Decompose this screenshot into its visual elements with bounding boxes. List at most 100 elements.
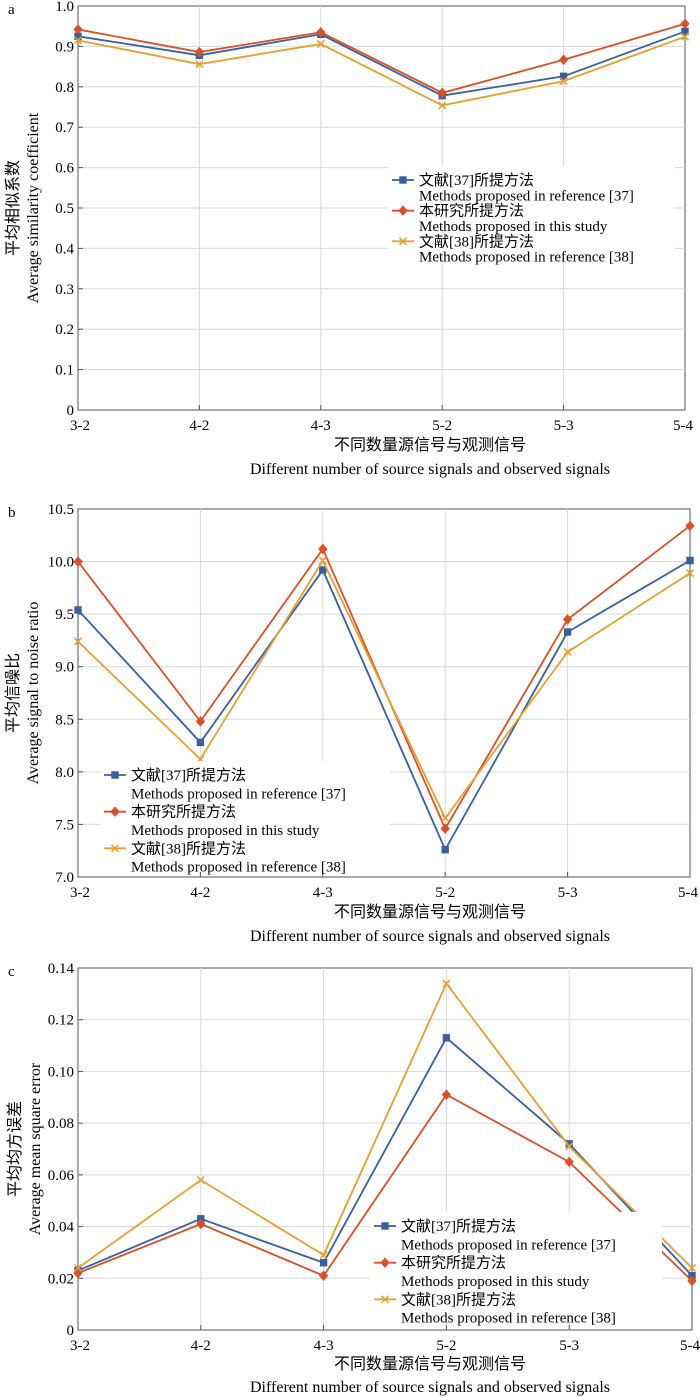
legend-box: [370, 1212, 662, 1322]
data-point: [680, 32, 690, 41]
data-point: [319, 1259, 328, 1267]
data-point: [441, 1089, 452, 1100]
data-point: [563, 647, 572, 657]
data-point: [558, 54, 569, 65]
y-tick-label: 0.9: [55, 39, 74, 55]
y-tick-label: 0.3: [55, 282, 74, 298]
series-line: [77, 559, 691, 852]
legend-label-cn: 文献[37]所提方法: [401, 1218, 516, 1235]
y-axis-title-en: Average similarity coefficient: [25, 112, 42, 303]
data-point: [318, 1270, 329, 1281]
y-axis-title-cn: 平均信噪比: [4, 653, 22, 733]
data-point: [686, 556, 694, 565]
data-point: [685, 569, 695, 578]
data-point: [438, 101, 447, 110]
data-point: [687, 1275, 697, 1287]
y-tick-label: 9.0: [55, 660, 74, 676]
data-point: [565, 1142, 574, 1151]
data-point: [441, 845, 449, 854]
legend-label-en: Methods proposed in reference [37]: [401, 1237, 616, 1253]
series-line: [77, 1093, 693, 1282]
legend-label-en: Methods proposed in reference [37]: [131, 786, 346, 802]
legend-marker: [110, 806, 120, 817]
y-tick-label: 10.0: [48, 555, 74, 571]
series-2: [73, 556, 695, 823]
y-axis-title-en: Average mean square error: [27, 1062, 44, 1235]
x-tick-label: 5-4: [680, 1338, 700, 1354]
data-point: [564, 1156, 574, 1168]
data-point: [73, 1263, 83, 1273]
legend-label-en: Methods proposed in reference [37]: [419, 188, 634, 204]
y-tick-label: 0.02: [48, 1271, 74, 1287]
data-point: [562, 614, 573, 625]
y-tick-label: 7.0: [55, 870, 74, 886]
y-axis-title-cn: 平均相似系数: [4, 160, 22, 256]
legend-label-cn: 文献[37]所提方法: [419, 172, 534, 189]
x-tick-label: 5-2: [436, 1338, 456, 1354]
chart-panel-b: 7.0 7.5 8.0 8.5 9.0 9.5 10.0 10.5 3-2 4-2 4-3 5-2 5-…: [4, 502, 698, 945]
y-tick-label: 7.5: [55, 817, 74, 833]
y-tick-label: 8.0: [55, 765, 74, 781]
data-point: [440, 823, 450, 834]
series-2: [73, 32, 690, 110]
x-tick-label: 4-2: [189, 418, 209, 434]
legend: 文献[37]所提方法 Methods proposed in reference …: [370, 1212, 662, 1327]
data-point: [680, 18, 690, 30]
legend-label-cn: 文献[38]所提方法: [419, 233, 534, 250]
y-tick-label: 0.2: [55, 322, 74, 338]
y-tick-label: 0.08: [48, 1116, 74, 1132]
legend-marker: [398, 205, 408, 216]
data-point: [563, 628, 572, 636]
data-point: [73, 556, 83, 567]
data-point: [196, 738, 205, 747]
legend-label-en: Methods proposed in reference [38]: [419, 250, 634, 266]
legend-label-cn: 文献[38]所提方法: [131, 840, 246, 857]
x-tick-label: 4-2: [190, 885, 210, 901]
y-tick-label: 0.06: [48, 1168, 75, 1184]
data-point: [559, 77, 568, 86]
y-tick-label: 0.12: [48, 1013, 74, 1029]
legend-marker: [381, 1222, 389, 1230]
legend-label-en: Methods proposed in reference [38]: [401, 1311, 616, 1327]
x-tick-label: 3-2: [70, 885, 90, 901]
y-axis-title-cn: 平均均方误差: [6, 1101, 24, 1197]
data-point: [319, 566, 327, 574]
y-tick-label: 10.5: [48, 502, 74, 518]
y-tick-label: 0.1: [55, 363, 74, 379]
data-point: [196, 1175, 205, 1185]
y-tick-label: 0.04: [48, 1220, 75, 1236]
legend-marker: [111, 771, 119, 779]
y-tick-label: 0.4: [55, 241, 74, 257]
legend-label-cn: 本研究所提方法: [419, 203, 524, 220]
x-tick-label: 4-3: [313, 885, 333, 901]
series-line: [77, 30, 686, 97]
x-tick-label: 5-2: [435, 885, 455, 901]
legend-label-en: Methods proposed in this study: [401, 1274, 590, 1290]
legend-box: [100, 761, 390, 871]
chart-panel-a: 0 0.1 0.2 0.3 0.4 0.5 0.6 0.7 0.8 0.9 1.0 3-2 4-2 4-3…: [4, 0, 693, 478]
x-axis-title-cn: 不同数量源信号与观测信号: [334, 1355, 526, 1373]
series-0: [74, 556, 694, 854]
y-tick-label: 8.5: [55, 712, 74, 728]
y-tick-label: 0: [67, 1323, 75, 1339]
x-axis-title-en: Different number of source signals and o…: [250, 461, 610, 478]
y-tick-label: 9.5: [55, 607, 74, 623]
panel-label: b: [8, 505, 16, 521]
data-point: [319, 1250, 328, 1260]
y-tick-label: 0.14: [48, 961, 75, 977]
data-point: [442, 1034, 451, 1042]
x-tick-label: 5-2: [432, 418, 452, 434]
legend-label-cn: 文献[37]所提方法: [131, 767, 246, 784]
data-point: [316, 39, 325, 49]
data-point: [73, 36, 83, 45]
data-point: [74, 606, 82, 614]
data-point: [73, 24, 83, 35]
y-tick-label: 0.7: [55, 120, 74, 136]
x-tick-label: 5-3: [558, 885, 578, 901]
legend-marker: [380, 1295, 390, 1304]
data-point: [559, 72, 568, 80]
y-tick-label: 1.0: [55, 0, 74, 15]
panel-label: a: [8, 2, 15, 18]
x-tick-label: 3-2: [70, 418, 90, 434]
